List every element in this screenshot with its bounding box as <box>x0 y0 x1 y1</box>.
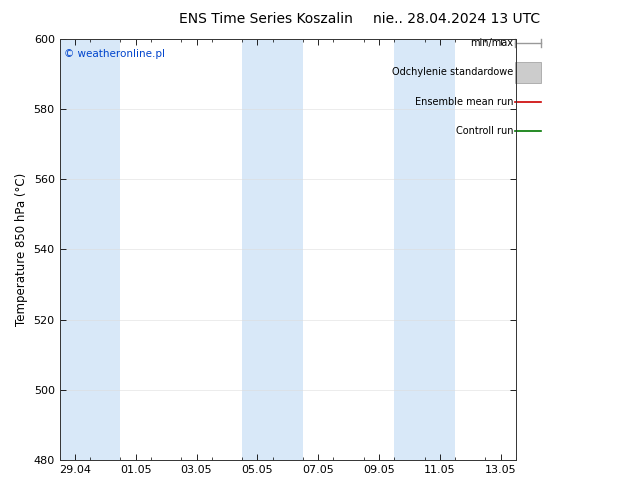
Bar <box>515 62 541 83</box>
Text: Controll run: Controll run <box>456 126 514 136</box>
Text: Ensemble mean run: Ensemble mean run <box>415 97 514 107</box>
Text: ENS Time Series Koszalin: ENS Time Series Koszalin <box>179 12 353 26</box>
Bar <box>242 39 303 460</box>
Text: min/max: min/max <box>470 38 514 48</box>
Text: nie.. 28.04.2024 13 UTC: nie.. 28.04.2024 13 UTC <box>373 12 540 26</box>
Y-axis label: Temperature 850 hPa (°C): Temperature 850 hPa (°C) <box>15 173 28 326</box>
Bar <box>60 39 120 460</box>
Text: Odchylenie standardowe: Odchylenie standardowe <box>392 67 514 77</box>
Text: © weatheronline.pl: © weatheronline.pl <box>64 49 165 59</box>
Bar <box>394 39 455 460</box>
